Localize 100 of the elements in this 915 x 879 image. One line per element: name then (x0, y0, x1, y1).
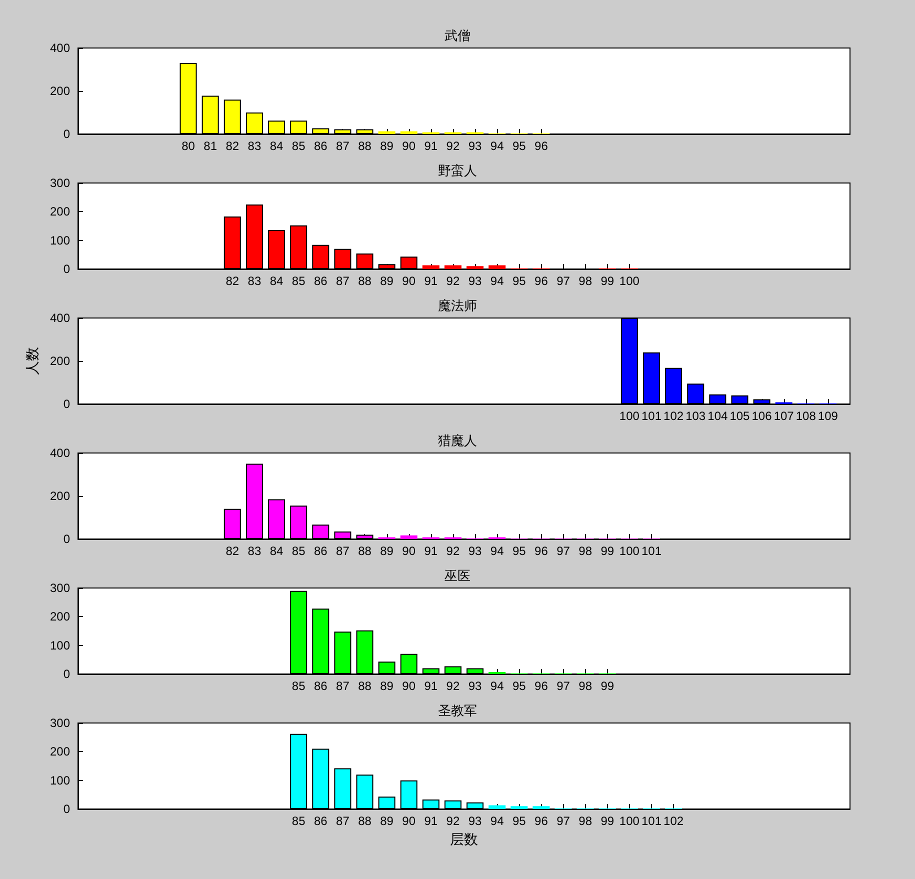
x-tick-label: 107 (774, 409, 794, 423)
x-tick-label: 85 (292, 274, 306, 288)
x-tick-label: 99 (600, 274, 614, 288)
bar (444, 265, 462, 269)
x-tick-label: 96 (534, 814, 548, 828)
x-tick-label: 82 (226, 139, 240, 153)
y-tick-label: 300 (50, 716, 70, 730)
x-tick-label: 94 (490, 679, 504, 693)
x-tick-label: 97 (556, 679, 570, 693)
x-tick-label: 98 (578, 814, 592, 828)
x-tick-label: 89 (380, 814, 394, 828)
x-tick-label: 90 (402, 544, 416, 558)
y-tick-label: 100 (50, 233, 70, 248)
x-tick-label: 84 (270, 274, 284, 288)
y-tick-label: 0 (63, 127, 70, 141)
x-tick-label: 83 (248, 544, 262, 558)
x-tick-label: 92 (446, 814, 460, 828)
x-tick-label: 83 (248, 139, 262, 153)
chart-title: 巫医 (444, 568, 470, 583)
x-tick-label: 95 (512, 679, 526, 693)
bar (400, 535, 418, 539)
y-tick-label: 300 (50, 176, 70, 190)
x-tick-label: 100 (619, 409, 640, 423)
x-tick-label: 103 (686, 409, 706, 423)
x-tick-label: 86 (314, 544, 328, 558)
x-tick-label: 87 (336, 814, 350, 828)
y-tick-label: 300 (50, 581, 70, 595)
x-tick-label: 92 (446, 274, 460, 288)
chart-title: 野蛮人 (438, 163, 477, 178)
x-tick-label: 91 (424, 814, 438, 828)
chart-title: 猎魔人 (438, 433, 477, 448)
x-tick-label: 96 (534, 679, 548, 693)
x-tick-label: 99 (600, 814, 614, 828)
x-tick-label: 97 (556, 274, 570, 288)
x-tick-label: 92 (446, 544, 460, 558)
x-tick-label: 99 (600, 544, 614, 558)
y-tick-label: 200 (50, 744, 70, 759)
x-tick-label: 87 (336, 139, 350, 153)
y-tick-label: 400 (50, 311, 70, 325)
x-tick-label: 89 (380, 679, 394, 693)
y-tick-label: 0 (63, 802, 70, 816)
y-tick-label: 0 (63, 262, 70, 276)
x-tick-label: 97 (556, 814, 570, 828)
x-tick-label: 94 (490, 274, 504, 288)
x-tick-label: 97 (556, 544, 570, 558)
x-tick-label: 88 (358, 679, 372, 693)
x-axis-title: 层数 (450, 830, 478, 847)
y-tick-label: 200 (50, 354, 70, 368)
bar (400, 131, 418, 134)
x-tick-label: 93 (468, 679, 482, 693)
x-tick-label: 90 (402, 139, 416, 153)
x-tick-label: 85 (292, 679, 306, 693)
x-tick-label: 98 (578, 544, 592, 558)
x-tick-label: 109 (818, 409, 838, 423)
x-tick-label: 85 (292, 814, 306, 828)
x-tick-label: 95 (512, 814, 526, 828)
x-tick-label: 102 (664, 409, 684, 423)
x-tick-label: 94 (490, 814, 504, 828)
x-tick-label: 86 (314, 679, 328, 693)
x-tick-label: 96 (534, 274, 548, 288)
x-tick-label: 84 (270, 544, 284, 558)
x-tick-label: 85 (292, 139, 306, 153)
x-tick-label: 82 (226, 274, 240, 288)
x-tick-label: 80 (182, 139, 196, 153)
bar (532, 806, 550, 809)
x-tick-label: 102 (664, 814, 684, 828)
bar (378, 131, 396, 134)
bar (488, 265, 506, 269)
x-tick-label: 92 (446, 679, 460, 693)
x-tick-label: 100 (619, 544, 640, 558)
x-tick-label: 89 (380, 544, 394, 558)
y-tick-label: 200 (50, 84, 70, 98)
x-tick-label: 105 (730, 409, 750, 423)
x-tick-label: 83 (248, 274, 262, 288)
y-tick-label: 400 (50, 41, 70, 55)
x-tick-label: 108 (796, 409, 816, 423)
y-tick-label: 0 (63, 397, 70, 411)
x-tick-label: 91 (424, 274, 438, 288)
x-tick-label: 95 (512, 274, 526, 288)
x-tick-label: 92 (446, 139, 460, 153)
x-tick-label: 87 (336, 274, 350, 288)
x-tick-label: 88 (358, 814, 372, 828)
x-tick-label: 86 (314, 139, 328, 153)
x-tick-label: 98 (578, 679, 592, 693)
y-tick-label: 100 (50, 773, 70, 788)
x-tick-label: 94 (490, 139, 504, 153)
x-tick-label: 94 (490, 544, 504, 558)
x-tick-label: 85 (292, 544, 306, 558)
x-tick-label: 82 (226, 544, 240, 558)
bar (488, 805, 506, 809)
x-tick-label: 98 (578, 274, 592, 288)
x-tick-label: 101 (641, 409, 662, 423)
y-tick-label: 200 (50, 610, 70, 624)
x-tick-label: 88 (358, 544, 372, 558)
x-tick-label: 95 (512, 139, 526, 153)
x-tick-label: 90 (402, 274, 416, 288)
bar (466, 266, 484, 269)
x-tick-label: 91 (424, 139, 438, 153)
x-tick-label: 84 (270, 139, 284, 153)
x-tick-label: 93 (468, 274, 482, 288)
